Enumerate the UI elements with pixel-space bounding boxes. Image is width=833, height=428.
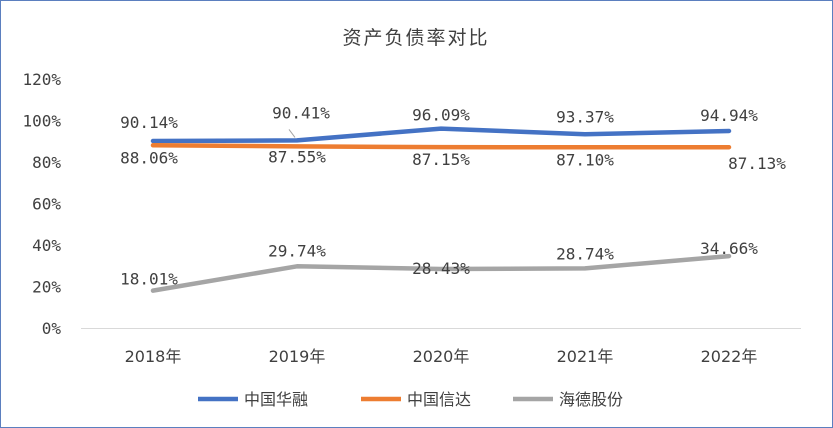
y-tick-label: 100% xyxy=(22,112,61,131)
y-tick-label: 20% xyxy=(32,278,61,297)
y-tick-label: 80% xyxy=(32,153,61,172)
data-label: 34.66% xyxy=(700,239,758,258)
data-labels: 90.14% 90.41% 96.09% 93.37% 94.94% 88.06% 87.5… xyxy=(120,103,786,288)
series-line-2 xyxy=(150,253,732,293)
y-axis: 0% 20% 40% 60% 80% 100% 120% xyxy=(22,70,61,338)
data-label: 29.74% xyxy=(268,241,326,260)
chart-title: 资产负债率对比 xyxy=(342,27,489,49)
x-tick-label: 2019年 xyxy=(269,347,326,366)
data-label: 88.06% xyxy=(120,148,178,167)
data-label: 87.55% xyxy=(268,147,326,166)
data-label: 93.37% xyxy=(556,107,614,126)
y-tick-label: 0% xyxy=(42,319,62,338)
legend: 中国华融 中国信达 海德股份 xyxy=(198,390,623,409)
label-leader-line xyxy=(288,129,296,138)
legend-label: 海德股份 xyxy=(559,390,623,409)
data-label: 90.41% xyxy=(272,103,330,122)
x-axis: 2018年 2019年 2020年 2021年 2022年 xyxy=(125,347,758,366)
data-label: 28.43% xyxy=(412,259,470,278)
legend-label: 中国华融 xyxy=(244,390,308,409)
series-line-1 xyxy=(150,143,732,150)
data-label: 28.74% xyxy=(556,244,614,263)
data-label: 87.15% xyxy=(412,150,470,169)
legend-label: 中国信达 xyxy=(407,390,471,409)
y-tick-label: 60% xyxy=(32,195,61,214)
x-tick-label: 2021年 xyxy=(557,347,614,366)
series-layer xyxy=(150,126,732,293)
data-label: 87.13% xyxy=(728,154,786,173)
x-tick-label: 2020年 xyxy=(413,347,470,366)
data-label: 18.01% xyxy=(120,270,178,289)
y-tick-label: 40% xyxy=(32,236,61,255)
x-tick-label: 2018年 xyxy=(125,347,182,366)
data-label: 94.94% xyxy=(700,106,758,125)
y-tick-label: 120% xyxy=(22,70,61,89)
series-line-0 xyxy=(150,126,732,144)
data-label: 87.10% xyxy=(556,150,614,169)
x-tick-label: 2022年 xyxy=(701,347,758,366)
data-label: 90.14% xyxy=(120,113,178,132)
data-label: 96.09% xyxy=(412,106,470,125)
